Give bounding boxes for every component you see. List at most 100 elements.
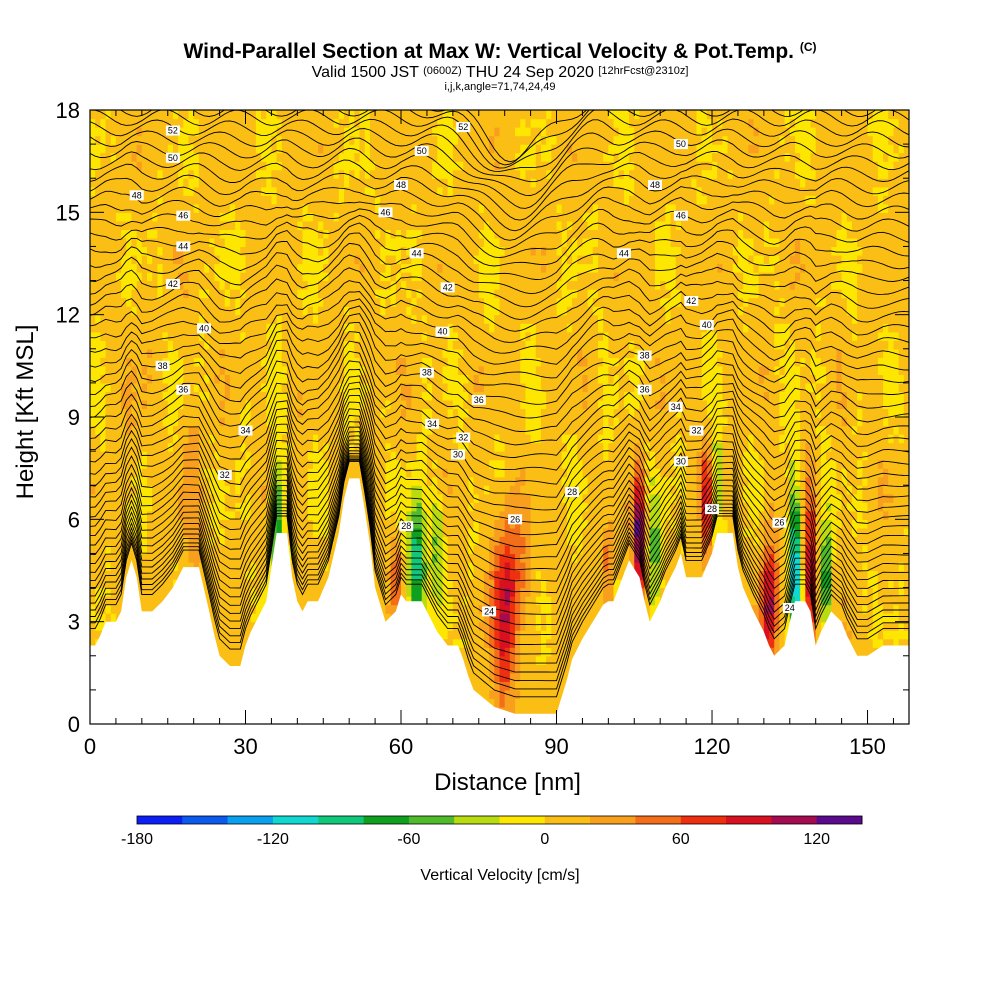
w-cell <box>333 527 340 537</box>
w-cell <box>437 604 444 614</box>
w-cell <box>255 297 262 307</box>
w-cell <box>152 127 158 137</box>
w-cell <box>359 280 366 290</box>
w-cell <box>250 263 257 273</box>
w-cell <box>437 442 444 452</box>
w-cell <box>193 357 200 367</box>
w-cell <box>188 510 195 520</box>
w-cell <box>214 579 221 589</box>
w-cell <box>437 135 444 145</box>
w-cell <box>380 195 387 205</box>
w-cell <box>380 596 387 606</box>
w-cell <box>214 621 221 631</box>
w-cell <box>426 280 433 290</box>
w-cell <box>292 237 298 248</box>
w-cell <box>240 178 247 188</box>
w-cell <box>349 280 355 290</box>
w-cell <box>271 408 278 418</box>
w-cell <box>432 127 438 137</box>
w-cell <box>188 212 195 222</box>
w-cell <box>390 297 397 307</box>
w-cell <box>219 647 226 657</box>
w-cell <box>172 570 179 580</box>
w-cell <box>136 485 143 495</box>
w-cell <box>204 442 210 452</box>
w-cell <box>312 510 319 520</box>
w-cell <box>147 579 153 589</box>
w-cell <box>390 118 397 128</box>
w-cell <box>193 331 200 341</box>
w-cell <box>416 220 423 230</box>
w-cell <box>437 246 444 256</box>
w-cell <box>380 476 387 486</box>
w-cell <box>214 561 221 572</box>
w-cell <box>338 195 345 205</box>
w-cell <box>364 306 371 316</box>
w-cell <box>416 229 423 239</box>
w-cell <box>235 203 241 213</box>
w-cell <box>390 434 397 444</box>
w-cell <box>380 152 387 162</box>
w-cell <box>312 451 319 461</box>
w-cell <box>178 417 184 427</box>
w-cell <box>229 272 236 282</box>
w-cell <box>297 229 304 239</box>
w-cell <box>432 212 438 222</box>
w-cell <box>343 272 350 282</box>
w-cell <box>90 297 96 307</box>
w-cell <box>110 382 117 393</box>
w-cell <box>198 425 205 435</box>
w-cell <box>100 110 107 120</box>
w-cell <box>323 203 330 213</box>
w-cell <box>292 203 298 213</box>
w-cell <box>126 425 133 435</box>
w-cell <box>105 425 112 435</box>
w-cell <box>261 510 267 520</box>
w-cell <box>401 331 407 341</box>
w-cell <box>302 553 309 563</box>
w-cell <box>401 459 407 469</box>
w-cell <box>209 434 215 444</box>
w-cell <box>204 152 210 162</box>
w-cell <box>224 382 231 393</box>
w-cell <box>152 110 158 120</box>
w-cell <box>354 110 361 120</box>
w-cell <box>385 451 392 461</box>
w-cell <box>442 144 449 154</box>
w-cell <box>437 212 444 222</box>
w-cell <box>349 152 355 162</box>
w-cell <box>349 382 355 393</box>
w-cell <box>333 314 340 324</box>
w-cell <box>385 434 392 444</box>
w-cell <box>406 374 412 384</box>
w-cell <box>385 527 392 537</box>
w-cell <box>235 510 241 520</box>
w-cell <box>364 246 371 256</box>
w-cell <box>255 596 262 606</box>
w-cell <box>90 237 96 248</box>
w-cell <box>110 127 117 137</box>
w-cell <box>110 391 117 401</box>
w-cell <box>395 442 402 452</box>
w-cell <box>292 220 298 230</box>
w-cell <box>323 510 330 520</box>
w-cell <box>276 382 283 393</box>
w-cell <box>224 579 231 589</box>
w-cell <box>204 544 210 555</box>
w-cell <box>380 468 387 478</box>
w-cell <box>380 357 387 367</box>
w-cell <box>229 203 236 213</box>
w-cell <box>416 459 423 469</box>
w-cell <box>204 263 210 273</box>
w-cell <box>292 553 298 563</box>
w-cell <box>219 365 226 375</box>
w-cell <box>385 110 392 120</box>
w-cell <box>343 476 350 486</box>
w-cell <box>292 169 298 179</box>
w-cell <box>157 212 164 222</box>
w-cell <box>141 519 148 529</box>
w-cell <box>271 289 278 299</box>
w-cell <box>411 399 418 410</box>
w-cell <box>224 357 231 367</box>
w-cell <box>385 263 392 273</box>
